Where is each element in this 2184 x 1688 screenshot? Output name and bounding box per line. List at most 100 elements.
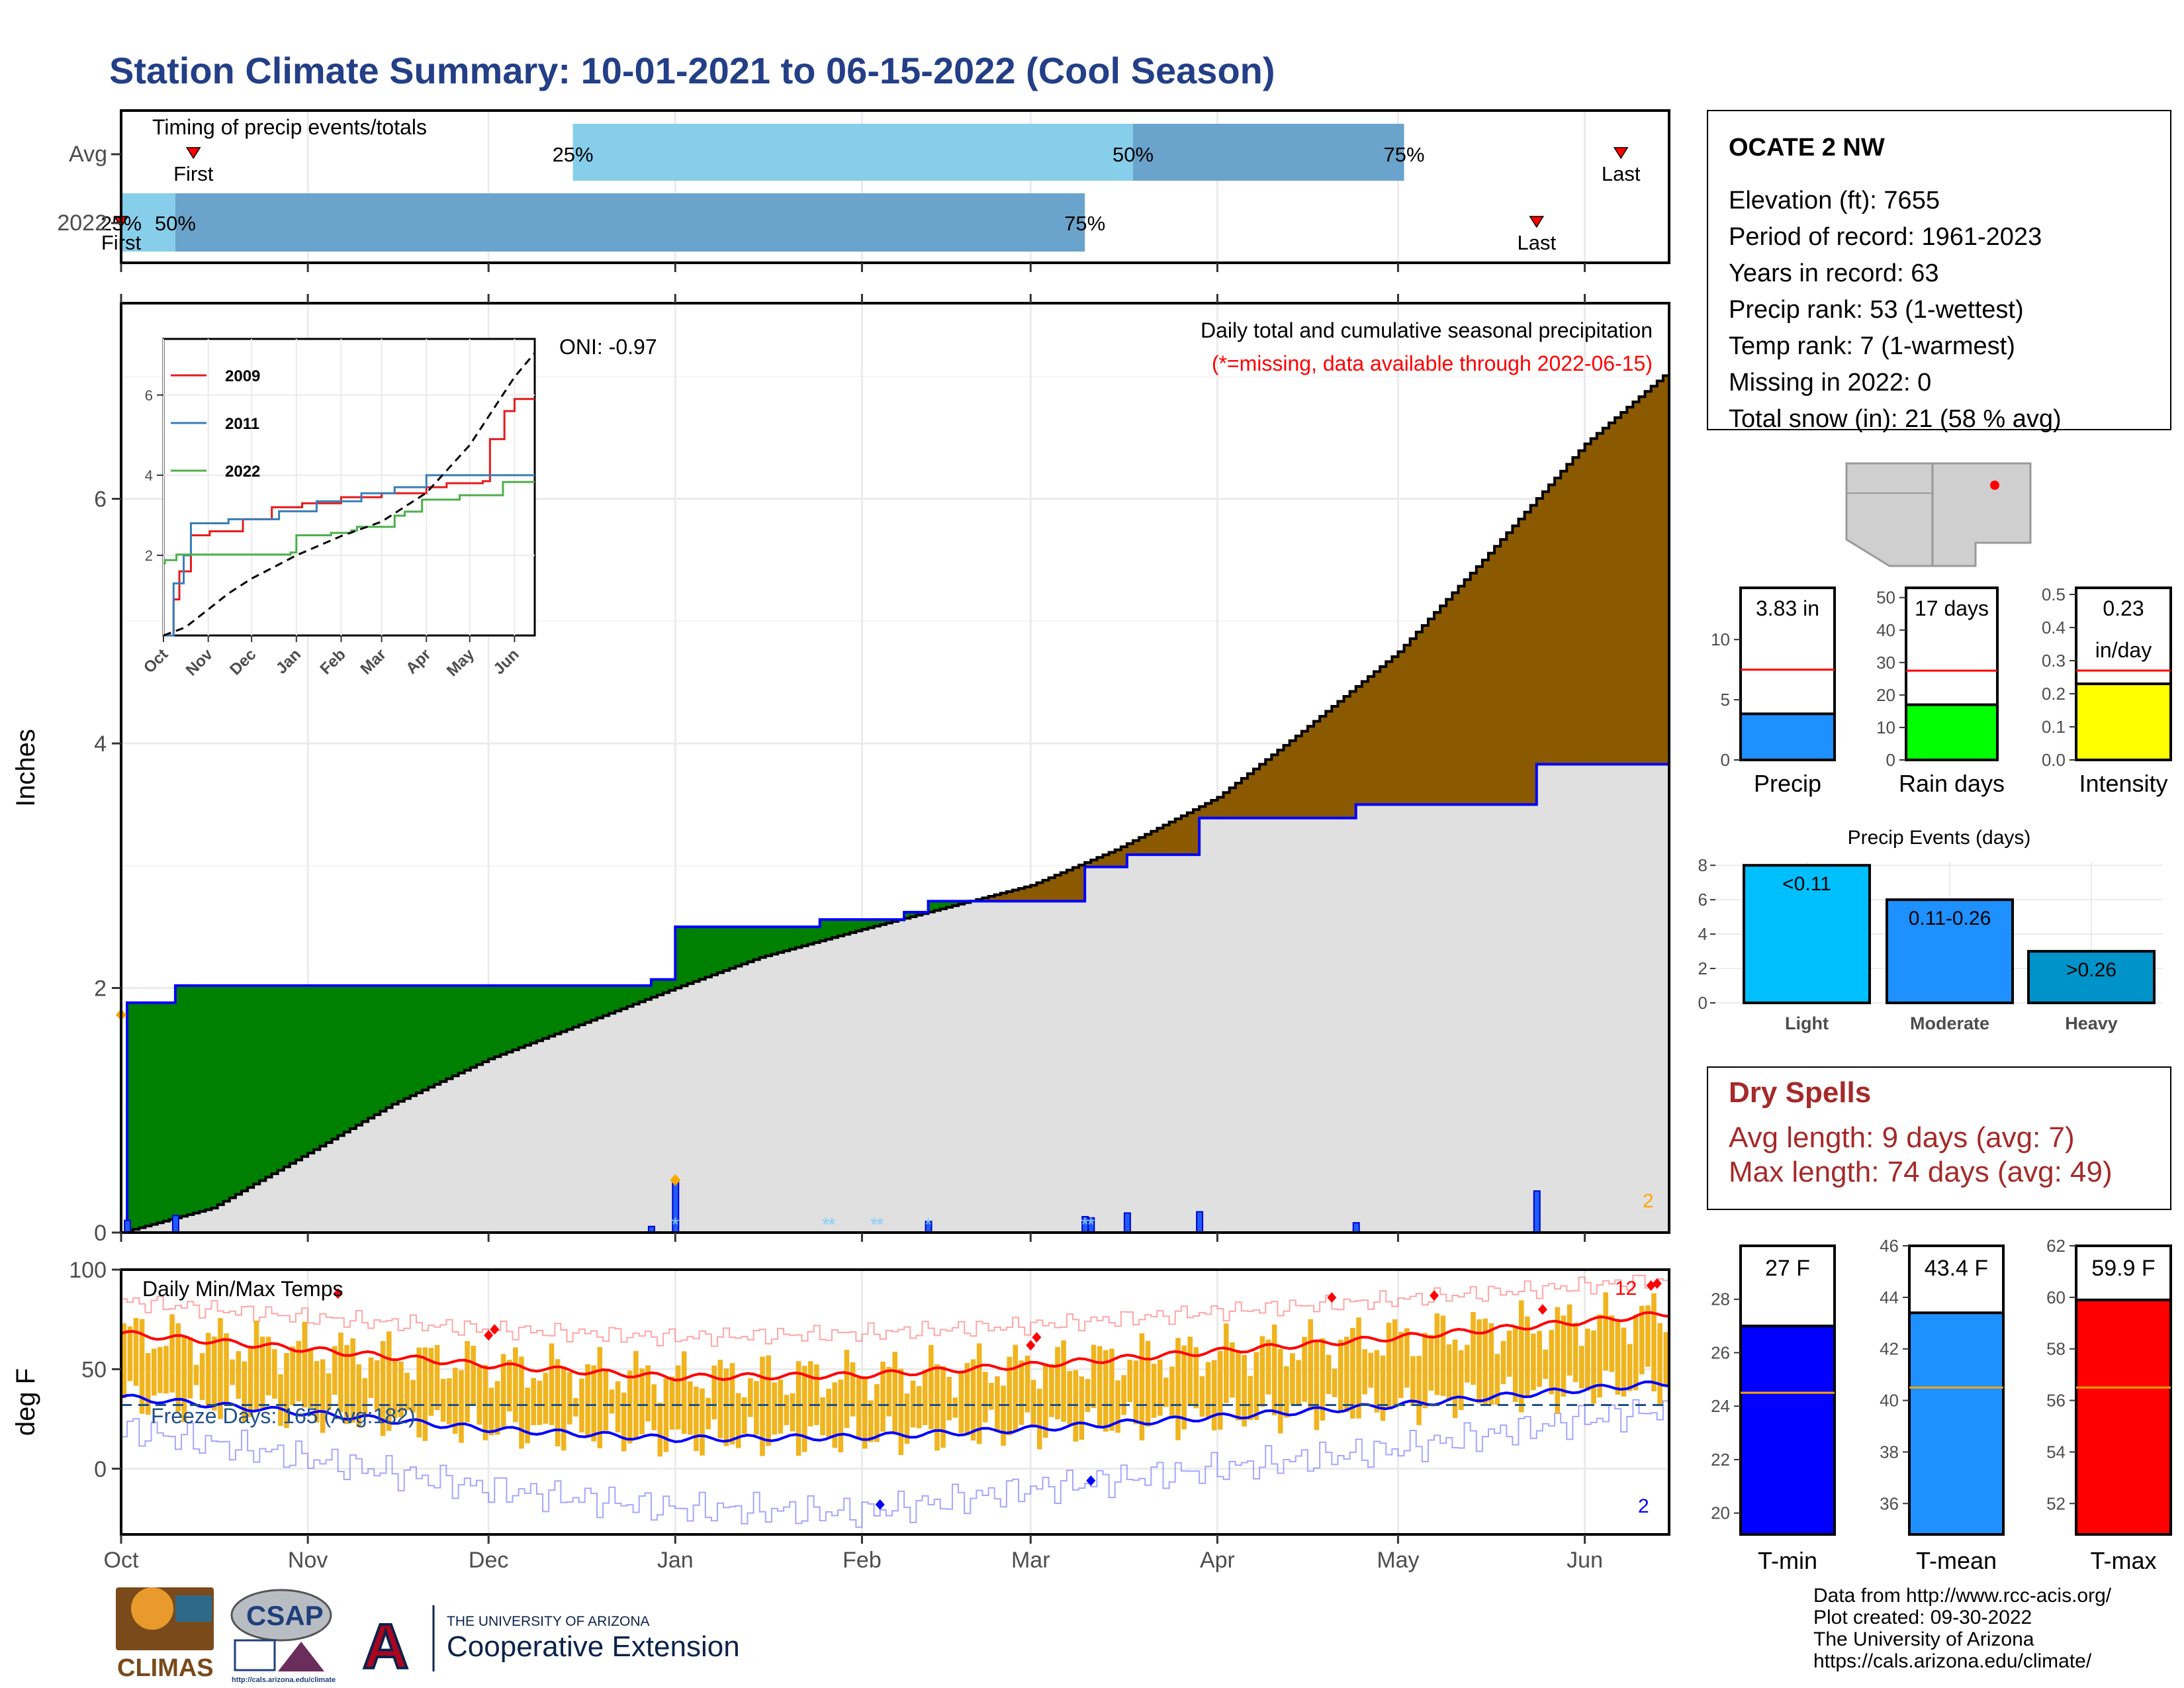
daily-temp-bar <box>1458 1350 1464 1411</box>
csap-wordmark: CSAP <box>246 1600 324 1631</box>
daily-temp-bar <box>265 1336 271 1395</box>
temp-x-tick-label: Mar <box>1011 1548 1050 1573</box>
daily-temp-bar <box>1380 1355 1386 1421</box>
daily-temp-bar <box>121 1323 127 1399</box>
timing-bar-25-50 <box>572 124 1133 181</box>
record-high-line <box>121 1274 1669 1347</box>
daily-temp-bar <box>314 1361 320 1423</box>
temp-x-tick-label: Dec <box>469 1548 508 1573</box>
tmax-y-tick-label: 56 <box>2046 1391 2066 1411</box>
daily-temp-bar <box>259 1336 265 1408</box>
daily-temp-bar <box>1651 1293 1657 1391</box>
daily-temp-bar <box>199 1353 205 1400</box>
daily-temp-bar <box>1030 1380 1036 1427</box>
daily-temp-bar <box>506 1360 512 1412</box>
daily-temp-bar <box>1434 1313 1440 1395</box>
daily-temp-bar <box>1163 1378 1169 1407</box>
daily-temp-bar <box>440 1378 446 1422</box>
daily-temp-bar <box>561 1366 567 1451</box>
daily-temp-bar <box>820 1397 825 1436</box>
events-bar-light <box>1743 864 1871 1004</box>
events-y-tick-label: 2 <box>1698 959 1707 978</box>
credit-url: https://cals.arizona.edu/climate/ <box>1813 1650 2092 1672</box>
daily-temp-bar <box>1133 1360 1139 1425</box>
daily-temp-bar <box>832 1382 838 1448</box>
daily-temp-bar <box>898 1368 904 1456</box>
daily-temp-bar <box>1259 1336 1265 1407</box>
daily-temp-bar <box>1013 1344 1019 1431</box>
daily-temp-bar <box>1193 1347 1199 1409</box>
daily-temp-bar <box>555 1359 561 1446</box>
locator-map <box>1845 462 2032 567</box>
timing-p75-label: 75% <box>1064 212 1105 235</box>
daily-temp-bar <box>567 1372 572 1425</box>
daily-temp-bar <box>657 1402 663 1457</box>
tmax-y-tick-label: 52 <box>2046 1493 2066 1513</box>
precip-y-tick-label: 6 <box>94 487 107 512</box>
tmax-bar <box>2075 1298 2172 1536</box>
station-snow: Total snow (in): 21 (58 % avg) <box>1729 405 2062 433</box>
tmin-y-tick-label: 28 <box>1711 1289 1730 1309</box>
temp-panel: Daily Min/Max Temps Freeze Days: 165 (Avg… <box>11 1258 1670 1573</box>
daily-temp-bar <box>952 1397 958 1418</box>
daily-temp-bar <box>597 1346 603 1448</box>
daily-temp-bar <box>453 1368 458 1434</box>
missing-marker: * <box>876 1214 884 1236</box>
record-high-marker <box>484 1330 494 1341</box>
csap-url: http://cals.arizona.edu/climate <box>232 1676 336 1684</box>
precip-corner-count: 2 <box>1643 1190 1654 1212</box>
rain-days-y-tick-label: 40 <box>1876 620 1895 640</box>
daily-temp-bar <box>410 1380 416 1413</box>
daily-temp-bar <box>1205 1362 1211 1419</box>
daily-temp-bar <box>549 1343 555 1425</box>
daily-temp-bar <box>428 1348 434 1416</box>
inset-legend-label: 2022 <box>225 463 260 481</box>
daily-temp-bar <box>995 1376 1000 1432</box>
daily-temp-bar <box>1109 1348 1115 1431</box>
temp-title: Daily Min/Max Temps <box>142 1277 343 1301</box>
daily-temp-bar <box>1549 1330 1555 1395</box>
daily-temp-bar <box>398 1361 404 1418</box>
daily-temp-bar <box>989 1382 994 1410</box>
daily-temp-bar <box>1217 1350 1223 1430</box>
precip-panel: * ** ** * **Daily total and cumulative seaso… <box>11 294 1670 1246</box>
events-y-tick-label: 8 <box>1698 855 1707 875</box>
daily-temp-bar <box>1091 1344 1097 1409</box>
daily-temp-bar <box>543 1372 549 1424</box>
timing-first-label: First <box>173 162 214 185</box>
daily-temp-bar <box>766 1355 771 1446</box>
daily-temp-bar <box>772 1382 778 1435</box>
timing-row-label-avg: Avg <box>69 142 107 167</box>
daily-temp-bar <box>892 1352 898 1432</box>
temp-y-axis-label: deg F <box>11 1368 40 1436</box>
inset-y-tick-label: 2 <box>145 547 153 564</box>
temp-y-tick-label: 0 <box>94 1457 107 1482</box>
daily-temp-bar <box>1368 1352 1374 1388</box>
record-high-count: 12 <box>1615 1278 1637 1299</box>
tmean-y-tick-label: 46 <box>1880 1236 1899 1256</box>
daily-temp-bar <box>169 1314 175 1393</box>
rain-days-value: 17 days <box>1915 596 1989 620</box>
inset-y-tick-label: 6 <box>145 387 153 404</box>
daily-temp-bar <box>1663 1332 1668 1385</box>
precip-header-2: (*=missing, data available through 2022-… <box>1212 352 1653 375</box>
daily-temp-bar <box>248 1346 253 1417</box>
daily-temp-bar <box>663 1378 669 1452</box>
daily-temp-bar <box>320 1359 326 1433</box>
daily-temp-bar <box>537 1380 543 1425</box>
daily-temp-bar <box>1103 1350 1109 1432</box>
dry-spells-box: Dry Spells Avg length: 9 days (avg: 7) M… <box>1707 1066 2171 1210</box>
daily-precip-bar <box>1533 1190 1541 1233</box>
daily-temp-bar <box>1440 1315 1446 1396</box>
daily-temp-bar <box>477 1366 482 1425</box>
daily-temp-bar <box>964 1363 970 1436</box>
daily-temp-bar <box>1271 1324 1277 1416</box>
daily-temp-bar <box>272 1349 277 1399</box>
daily-temp-bar <box>205 1333 211 1408</box>
daily-temp-bar <box>1350 1328 1355 1419</box>
daily-temp-bar <box>681 1351 687 1434</box>
daily-temp-bar <box>1494 1354 1500 1405</box>
daily-temp-bar <box>1422 1333 1428 1409</box>
inset-y-tick-label: 4 <box>145 467 153 484</box>
